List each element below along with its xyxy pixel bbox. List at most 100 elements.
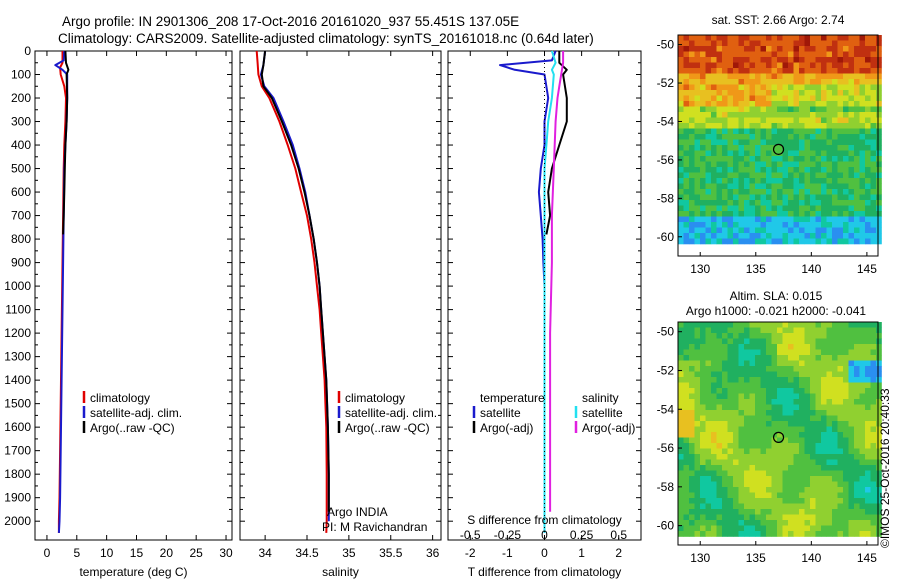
map-cell [793, 57, 800, 63]
plot-frame [239, 50, 442, 541]
map-cell [755, 344, 761, 350]
map-cell [749, 421, 756, 427]
map-cell [837, 106, 844, 113]
map-cell [854, 238, 860, 245]
map-cell [843, 123, 849, 129]
map-cell [716, 531, 723, 537]
x-tick-label: 36 [426, 546, 440, 560]
map-cell [782, 432, 789, 438]
map-cell [722, 112, 728, 118]
map-cell [788, 106, 794, 113]
map-cell [694, 200, 701, 206]
map-cell [870, 503, 877, 510]
map-cell [755, 393, 761, 400]
map-cell [689, 238, 695, 245]
map-cell [716, 233, 723, 239]
map-cell [782, 106, 789, 113]
map-cell [711, 178, 717, 184]
map-cell [782, 178, 789, 184]
map-cell [859, 46, 866, 52]
map-cell [843, 112, 849, 118]
map-cell [738, 404, 745, 411]
map-cell [782, 476, 789, 482]
map-cell [722, 476, 728, 482]
map-cell [815, 415, 822, 422]
map-cell [722, 145, 728, 151]
map-cell [722, 410, 728, 416]
map-cell [810, 172, 816, 179]
map-cell [876, 393, 882, 400]
map-cell [700, 382, 706, 389]
map-cell [832, 327, 838, 334]
map-y-tick-label: -54 [657, 114, 675, 128]
map-cell [760, 73, 767, 80]
map-cell [678, 128, 684, 135]
map-cell [876, 90, 882, 96]
map-cell [700, 509, 706, 515]
map-cell [859, 415, 866, 422]
map-cell [782, 492, 789, 499]
map-cell [859, 498, 866, 504]
map-cell [733, 222, 739, 228]
map-cell [727, 410, 734, 416]
map-cell [854, 443, 860, 449]
map-cell [815, 145, 822, 151]
map-cell [865, 200, 871, 206]
map-cell [738, 531, 745, 537]
map-cell [837, 360, 844, 367]
map-cell [865, 150, 871, 157]
map-cell [859, 189, 866, 195]
map-cell [788, 161, 794, 168]
map-cell [744, 531, 750, 537]
map-cell [793, 35, 800, 41]
map-cell [804, 443, 811, 449]
map-cell [689, 470, 695, 477]
map-cell [738, 454, 745, 460]
map-cell [683, 139, 690, 146]
map-cell [700, 167, 706, 173]
map-cell [683, 128, 690, 135]
map-cell [799, 481, 805, 488]
map-cell [870, 531, 877, 537]
map-cell [716, 448, 723, 455]
map-cell [843, 514, 849, 521]
map-cell [799, 355, 805, 361]
map-cell [733, 200, 739, 206]
map-cell [815, 57, 822, 63]
map-cell [843, 338, 849, 345]
map-cell [771, 183, 778, 190]
map-cell [837, 437, 844, 444]
map-cell [859, 382, 866, 389]
map-cell [821, 172, 827, 179]
map-cell [782, 437, 789, 444]
map-cell [837, 35, 844, 41]
map-cell [744, 503, 750, 510]
map-cell [865, 355, 871, 361]
map-cell [683, 117, 690, 124]
map-cell [738, 465, 745, 471]
map-cell [760, 128, 767, 135]
map-cell [766, 415, 772, 422]
map-cell [837, 101, 844, 107]
map-cell [782, 189, 789, 195]
map-cell [771, 470, 778, 477]
map-cell [733, 150, 739, 157]
map-cell [799, 525, 805, 532]
map-cell [755, 476, 761, 482]
map-cell [733, 371, 739, 378]
map-cell [744, 68, 750, 74]
map-cell [733, 51, 739, 58]
map-cell [859, 459, 866, 466]
map-cell [843, 172, 849, 179]
map-cell [733, 62, 739, 69]
map-cell [683, 503, 690, 510]
map-y-tick-label: -52 [657, 76, 675, 90]
map-cell [689, 366, 695, 372]
map-cell [848, 404, 855, 411]
map-cell [876, 205, 882, 212]
map-cell [804, 487, 811, 493]
map-cell [755, 95, 761, 102]
map-cell [859, 487, 866, 493]
map-cell [749, 344, 756, 350]
map-cell [755, 183, 761, 190]
